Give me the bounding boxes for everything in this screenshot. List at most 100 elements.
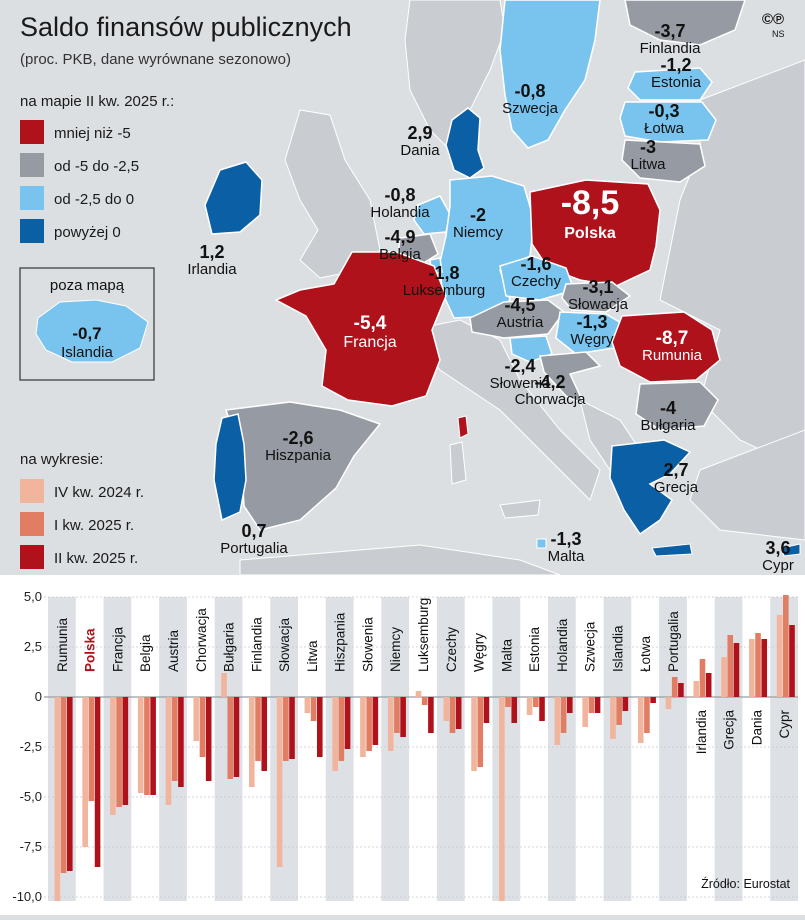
country-hiszpania bbox=[224, 401, 382, 531]
country-austria bbox=[469, 299, 566, 339]
bar-wegry-s2 bbox=[477, 697, 484, 767]
bar-islandia-s1 bbox=[610, 697, 616, 739]
map-label-value: -2 bbox=[470, 205, 486, 225]
category-band bbox=[436, 597, 465, 901]
x-category-label: Luksemburg bbox=[416, 598, 431, 672]
x-category-label: Holandia bbox=[555, 618, 570, 672]
map-label-value: -4,9 bbox=[384, 227, 415, 247]
bar-austria-s3 bbox=[178, 697, 184, 787]
y-tick-label: 0 bbox=[35, 689, 42, 704]
logo: ©℗ bbox=[762, 11, 784, 28]
map-label-name: Holandia bbox=[370, 204, 430, 221]
bar-litwa-s3 bbox=[316, 697, 323, 757]
bar-slowacja-s2 bbox=[283, 697, 289, 761]
bar-litwa-s1 bbox=[304, 697, 311, 713]
page-subtitle: (proc. PKB, dane wyrównane sezonowo) bbox=[20, 51, 291, 68]
map-label-polska: -8,5 Polska bbox=[561, 184, 620, 242]
bar-francja-s1 bbox=[110, 697, 116, 815]
bar-czechy-s1 bbox=[443, 697, 450, 721]
chart-legend-label: I kw. 2025 r. bbox=[54, 517, 134, 534]
chart-x-categories: Rumunia Polska Francja Belgia Austria Chorwac… bbox=[55, 598, 792, 755]
x-category-label: Francja bbox=[110, 626, 125, 672]
x-category-label: Islandia bbox=[610, 625, 625, 672]
map-label-name: Cypr bbox=[762, 557, 794, 574]
map-label-name: Litwa bbox=[630, 156, 666, 173]
bar-slowenia-s1 bbox=[360, 697, 366, 757]
source-note: Źródło: Eurostat bbox=[701, 876, 790, 891]
map-legend-swatch bbox=[20, 153, 44, 177]
bar-rumunia-s3 bbox=[66, 697, 73, 871]
bar-dania-s2 bbox=[755, 633, 761, 697]
x-category-label: Finlandia bbox=[249, 617, 264, 672]
bar-dania-s1 bbox=[749, 639, 755, 697]
x-category-label: Rumunia bbox=[55, 617, 70, 672]
map-label-value: -5,4 bbox=[354, 313, 387, 334]
map-label-name: Polska bbox=[564, 225, 616, 242]
bar-szwecja-s3 bbox=[594, 697, 601, 713]
x-category-label: Malta bbox=[499, 638, 514, 672]
bar-islandia-s3 bbox=[622, 697, 629, 711]
map-legend-label: mniej niż -5 bbox=[54, 125, 131, 142]
bar-hiszpania-s1 bbox=[332, 697, 338, 771]
map-label-name: Finlandia bbox=[640, 40, 702, 57]
map-label-name: Estonia bbox=[651, 74, 702, 91]
map-label-name: Słowenia bbox=[490, 375, 552, 392]
map-label-value: -1,3 bbox=[550, 529, 581, 549]
map-legend-swatch bbox=[20, 186, 44, 210]
bar-malta-s1 bbox=[499, 697, 505, 901]
map-label-value: -2,6 bbox=[282, 428, 313, 448]
bar-cypr-s2 bbox=[783, 595, 789, 697]
y-tick-label: -7,5 bbox=[20, 839, 42, 854]
y-tick-label: 5,0 bbox=[24, 589, 42, 604]
map-label-value: -0,3 bbox=[648, 101, 679, 121]
chart-legend-swatch bbox=[20, 479, 44, 503]
bar-grecja-s1 bbox=[721, 657, 727, 697]
bar-luksemburg-s3 bbox=[428, 697, 434, 733]
map-label-name: Francja bbox=[343, 334, 396, 351]
bar-malta-s2 bbox=[505, 697, 511, 707]
chart-legend-swatch bbox=[20, 512, 44, 536]
bar-polska-s1 bbox=[82, 697, 88, 847]
inset-frame bbox=[19, 267, 155, 381]
bar-lotwa-s1 bbox=[637, 697, 644, 743]
bar-lotwa-s3 bbox=[650, 697, 656, 703]
inset-iceland: poza mapą -0,7 Islandia bbox=[19, 267, 155, 381]
bar-szwecja-s1 bbox=[582, 697, 588, 727]
map-label-value: 2,7 bbox=[663, 460, 688, 480]
bar-finlandia-s2 bbox=[255, 697, 261, 761]
bar-cypr-s3 bbox=[789, 625, 795, 697]
bar-hiszpania-s3 bbox=[344, 697, 351, 749]
map-label-value: -8,5 bbox=[561, 184, 620, 222]
map-label-name: Hiszpania bbox=[265, 447, 332, 464]
map-label-value: -4,2 bbox=[534, 372, 565, 392]
bar-portugalia-s2 bbox=[671, 677, 678, 697]
map-legend-header: na mapie II kw. 2025 r.: bbox=[20, 93, 174, 110]
bar-czechy-s2 bbox=[449, 697, 456, 733]
country-dania bbox=[445, 107, 485, 179]
x-category-label: Niemcy bbox=[388, 627, 403, 672]
inset-name: Islandia bbox=[61, 344, 113, 361]
bar-polska-s2 bbox=[88, 697, 95, 801]
map-background bbox=[239, 0, 805, 576]
map-label-name: Irlandia bbox=[187, 261, 237, 278]
bar-belgia-s3 bbox=[150, 697, 156, 795]
bar-wegry-s1 bbox=[471, 697, 477, 771]
bar-grecja-s3 bbox=[733, 643, 740, 697]
country-lotwa bbox=[619, 101, 717, 143]
bar-cypr-s1 bbox=[776, 615, 783, 697]
bar-niemcy-s3 bbox=[400, 697, 406, 737]
country-chorwacja bbox=[539, 351, 602, 406]
bar-chorwacja-s1 bbox=[193, 697, 200, 741]
x-category-label: Słowenia bbox=[360, 617, 375, 672]
bar-islandia-s2 bbox=[616, 697, 622, 725]
x-category-label: Grecja bbox=[722, 710, 737, 750]
bar-irlandia-s3 bbox=[705, 673, 712, 697]
